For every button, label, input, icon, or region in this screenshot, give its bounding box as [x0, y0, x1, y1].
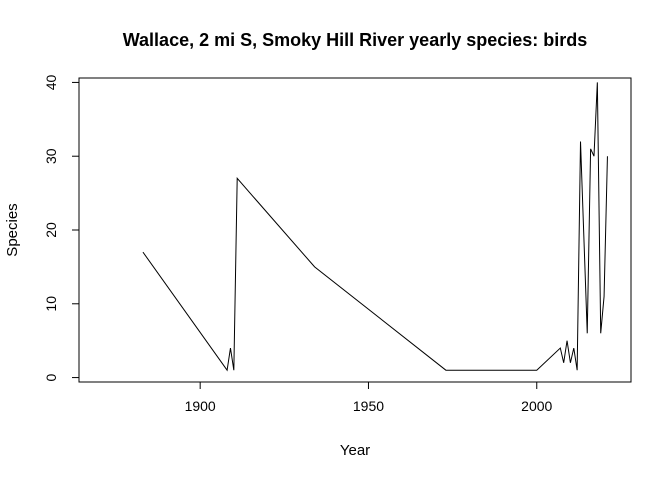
data-points [141, 81, 608, 372]
y-axis-label: Species [4, 203, 21, 256]
chart-title: Wallace, 2 mi S, Smoky Hill River yearly… [123, 30, 588, 50]
y-tick-label: 10 [43, 296, 59, 312]
y-tick-label: 30 [43, 148, 59, 164]
x-tick-label: 1900 [185, 398, 216, 414]
plot-frame [78, 77, 632, 383]
y-axis: 0 10 20 30 40 [43, 74, 80, 381]
species-line [142, 82, 608, 372]
y-tick-label: 0 [43, 373, 59, 381]
y-tick-label: 40 [43, 74, 59, 90]
x-axis-label: Year [340, 442, 370, 459]
y-tick-label: 20 [43, 222, 59, 238]
x-tick-label: 2000 [521, 398, 552, 414]
x-tick-label: 1950 [353, 398, 384, 414]
x-axis: 1900 1950 2000 [185, 381, 553, 414]
